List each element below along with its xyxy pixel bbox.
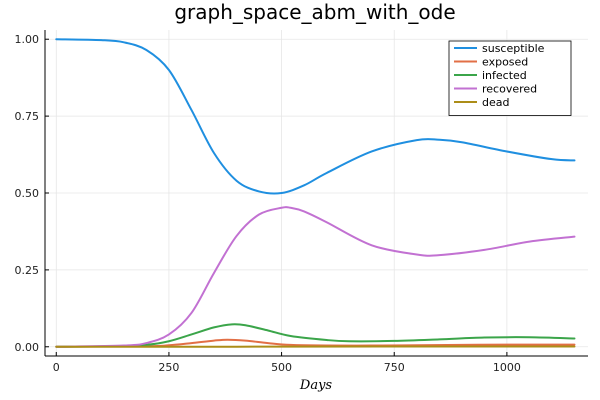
series-layer	[55, 38, 576, 348]
legend-box	[448, 40, 572, 116]
legend-label-susceptible: susceptible	[482, 42, 545, 55]
y-tick-label: 0.50	[15, 187, 40, 200]
x-tick-label: 1000	[493, 361, 521, 374]
x-tick-label: 500	[271, 361, 292, 374]
x-axis-label: Days	[299, 378, 333, 393]
chart-title: graph_space_abm_with_ode	[174, 0, 455, 24]
y-tick-label: 0.00	[15, 341, 40, 354]
x-tick-label: 250	[158, 361, 179, 374]
x-tick-label: 750	[384, 361, 405, 374]
series-line-susceptible	[55, 38, 576, 195]
legend-label-recovered: recovered	[482, 83, 537, 96]
series-line-recovered	[55, 206, 576, 348]
legend-label-exposed: exposed	[482, 56, 528, 69]
y-tick-label: 0.75	[15, 110, 40, 123]
x-tick-label: 0	[53, 361, 60, 374]
legend-label-infected: infected	[482, 69, 527, 82]
y-tick-label: 1.00	[15, 33, 40, 46]
y-tick-label: 0.25	[15, 264, 40, 277]
series-line-exposed	[55, 338, 576, 348]
axis-layer: 0 250 500 750 1000 0.00 0.25 0.50 0.75 1.00	[15, 30, 588, 374]
series-line-infected	[55, 323, 576, 348]
legend-label-dead: dead	[482, 96, 509, 109]
